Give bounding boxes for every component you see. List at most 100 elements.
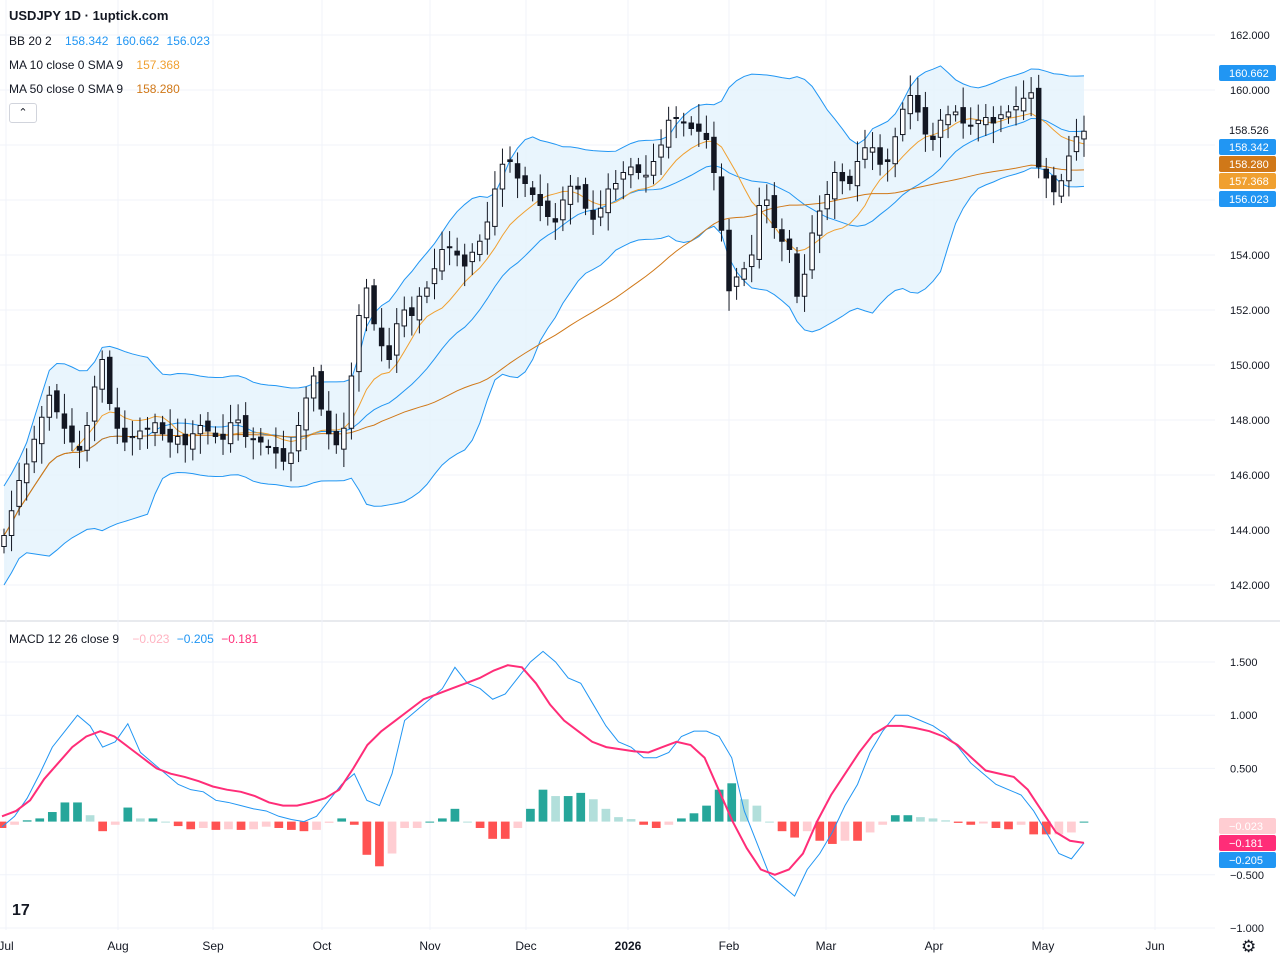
bb-legend-label: BB 20 2: [9, 34, 52, 48]
macd-histogram-bar: [60, 802, 70, 822]
bb-upper-line: [3, 65, 1085, 487]
candle-body: [363, 287, 370, 319]
candle-body: [650, 161, 657, 176]
candle-body: [862, 147, 868, 160]
bb-lower-line: [3, 167, 1085, 586]
candle-body: [756, 205, 762, 260]
macd-histogram-bar: [714, 789, 724, 822]
bb-lower-badge-bg: [1219, 191, 1276, 207]
candle-body: [401, 309, 408, 327]
ma50-legend[interactable]: MA 50 close 0 SMA 9 158.280: [9, 82, 184, 96]
candle-body: [280, 448, 287, 462]
macd-histogram-bar: [22, 820, 32, 822]
candle-body: [877, 147, 883, 165]
macd-histogram-bar: [110, 821, 120, 825]
macd-histogram-bar: [324, 821, 334, 823]
bb-legend[interactable]: BB 20 2 158.342 160.662 156.023: [9, 34, 214, 48]
macd-histogram-bar: [136, 818, 145, 822]
bb-basis-badge-bg: [1219, 139, 1276, 155]
candle-body: [303, 397, 309, 431]
macd-histogram-bar: [463, 821, 472, 823]
candle-body: [794, 253, 800, 297]
candle-body: [582, 184, 589, 209]
macd-histogram-bar: [362, 821, 372, 855]
grid: [0, 0, 1280, 930]
ma10-value: 157.368: [136, 58, 180, 72]
macd-histogram-bar: [337, 818, 347, 822]
candle-body: [61, 413, 68, 429]
candle-body: [952, 111, 959, 116]
macd-histogram-bar: [890, 815, 900, 822]
candle-body: [371, 285, 377, 325]
macd-histogram-bar: [790, 821, 799, 838]
candle-body: [560, 199, 566, 221]
tradingview-logo[interactable]: 17: [12, 902, 30, 919]
macd-histogram-bar: [853, 821, 862, 841]
candle-body: [635, 164, 642, 174]
candle-body: [990, 117, 997, 124]
macd-histogram-bar: [1079, 821, 1089, 823]
candle-body: [869, 147, 876, 153]
candle-body: [235, 419, 241, 424]
candle-body: [318, 371, 324, 410]
macd-histogram-bar: [689, 813, 699, 822]
candle-body: [356, 315, 362, 373]
macd-histogram-bar: [991, 821, 1001, 828]
candle-body: [91, 386, 98, 422]
candle-body: [499, 163, 506, 190]
candle-body: [76, 445, 83, 451]
macd-legend[interactable]: MACD 12 26 close 9 −0.023 −0.205 −0.181: [9, 632, 262, 646]
macd-histogram-bar: [966, 821, 976, 825]
macd-histogram-bar: [274, 821, 284, 828]
candle-body: [333, 431, 340, 446]
candle-body: [711, 136, 717, 174]
candle-body: [907, 95, 914, 115]
macd-histogram-bar: [840, 821, 850, 841]
candle-body: [424, 287, 430, 297]
candle-body: [1020, 97, 1027, 112]
candle-body: [779, 229, 785, 242]
candle-body: [197, 425, 204, 435]
macd-histogram-bar: [538, 789, 548, 822]
candle-body: [824, 194, 830, 210]
candle-body: [46, 394, 53, 418]
candle-body: [84, 425, 90, 451]
candle-body: [461, 254, 468, 267]
candle-body: [190, 433, 196, 450]
candle-body: [726, 229, 732, 292]
macd-tick-label: −1.000: [1230, 923, 1264, 935]
macd-histogram-bar: [211, 821, 221, 830]
macd-hist-value: −0.023: [132, 632, 170, 646]
bb-upper-badge: 160.662: [1229, 68, 1269, 80]
macd-histogram-bar: [488, 821, 498, 839]
candle-body: [114, 407, 121, 429]
bb-basis-badge: 158.342: [1229, 142, 1269, 154]
candle-body: [529, 187, 536, 195]
macd-histogram-bar: [400, 821, 409, 828]
macd-histogram-bar: [626, 819, 636, 822]
candle-body: [295, 425, 302, 452]
x-tick-label: Jul: [0, 939, 14, 953]
macd-histogram-bar: [161, 821, 170, 823]
candle-body: [922, 107, 929, 135]
macd-histogram-bar: [236, 821, 246, 830]
candle-body: [393, 323, 400, 356]
macd-histogram-bar: [387, 821, 397, 854]
candle-body: [348, 375, 355, 429]
macd-histogram-bar: [815, 821, 825, 841]
candle-body: [537, 194, 543, 206]
candle-body: [854, 161, 861, 187]
macd-histogram-bar: [10, 821, 19, 825]
ma10-legend[interactable]: MA 10 close 0 SMA 9 157.368: [9, 58, 184, 72]
candle-body: [1005, 111, 1012, 118]
macd-histogram-bar: [98, 821, 108, 832]
candle-body: [227, 422, 234, 445]
macd-histogram-bar: [500, 821, 510, 839]
gear-icon[interactable]: ⚙: [1241, 937, 1257, 956]
collapse-legend-button[interactable]: ⌃: [9, 103, 37, 123]
candle-body: [967, 124, 974, 127]
macd-histogram-bar: [677, 818, 686, 822]
x-tick-label: May: [1032, 939, 1055, 953]
candle-body: [998, 114, 1004, 120]
